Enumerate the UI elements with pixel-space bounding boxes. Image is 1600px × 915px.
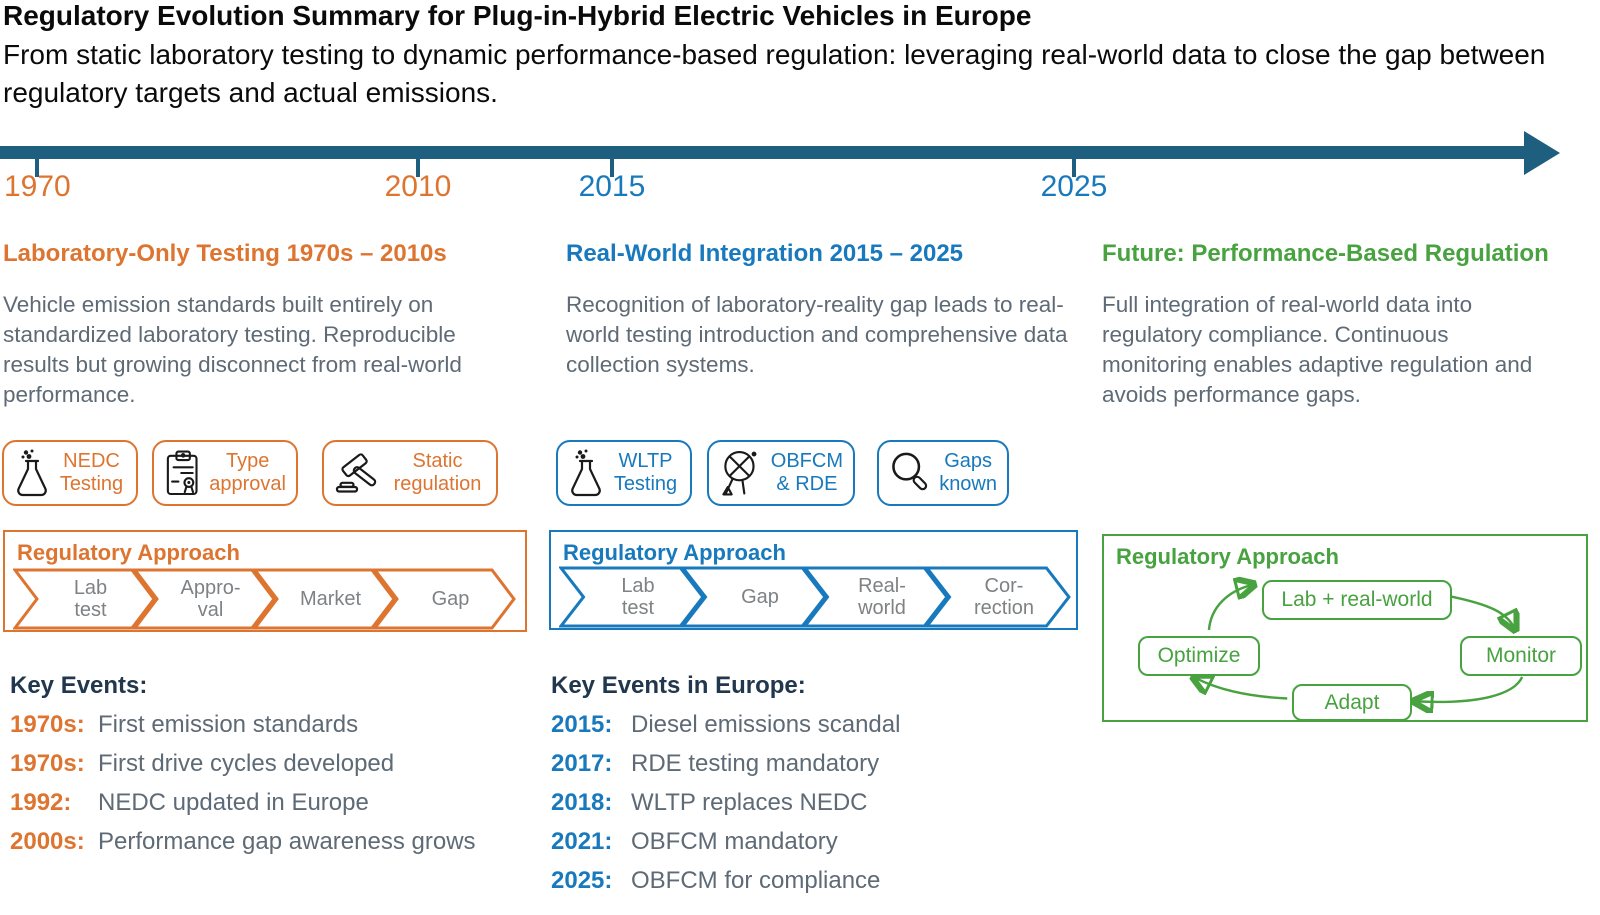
- event-year: 2015:: [551, 711, 613, 738]
- col2-events-heading: Key Events in Europe:: [551, 672, 806, 699]
- event-text: RDE testing mandatory: [631, 750, 880, 777]
- event-text: OBFCM mandatory: [631, 828, 838, 855]
- col3-body: Full integration of real-world data into…: [1102, 292, 1533, 407]
- arrow-optimize-to-lab: [1207, 585, 1252, 631]
- col1-events-heading: Key Events:: [10, 672, 148, 699]
- approach-step: Gap: [373, 568, 518, 630]
- cycle-arrows: [1104, 536, 1524, 720]
- event-item: 2017: RDE testing mandatory: [551, 751, 900, 777]
- badge-nedc-testing: NEDC Testing: [2, 440, 138, 506]
- approach-step-label: Gap: [741, 586, 779, 608]
- badge-label: Gaps known: [939, 450, 997, 495]
- approach-step-label: Lab test: [621, 575, 655, 619]
- badge-label: NEDC Testing: [59, 450, 124, 495]
- arrow-lab-to-monitor: [1451, 595, 1515, 628]
- badge-label: OBFCM & RDE: [770, 450, 843, 495]
- badge-obfcm-rde: OBFCM & RDE: [707, 440, 855, 506]
- badge-static-regulation: Static regulation: [322, 440, 498, 506]
- timeline-year-2025: 2025: [1040, 170, 1108, 203]
- event-year: 1992:: [10, 789, 72, 816]
- event-text: NEDC updated in Europe: [98, 789, 369, 816]
- event-text: First drive cycles developed: [98, 750, 395, 777]
- approach-step: Cor- rection: [925, 566, 1073, 628]
- event-item: 1970s: First emission standards: [10, 712, 476, 738]
- timeline-year-1970: 1970: [4, 170, 71, 203]
- col2-approach-box: Regulatory Approach Lab test Gap Real- w…: [549, 530, 1078, 630]
- event-item: 2000s: Performance gap awareness grows: [10, 829, 476, 855]
- event-text: Diesel emissions scandal: [631, 711, 901, 738]
- col2-events-list: 2015: Diesel emissions scandal 2017: RDE t…: [551, 712, 900, 894]
- col2-body: Recognition of laboratory-reality gap le…: [566, 292, 1068, 377]
- col1-body: Vehicle emission standards built entirel…: [3, 292, 462, 407]
- magnifier-icon: [892, 452, 928, 491]
- event-item: 2021: OBFCM mandatory: [551, 829, 900, 855]
- event-year: 1970s:: [10, 750, 85, 777]
- flask-icon: [571, 449, 601, 497]
- event-text: WLTP replaces NEDC: [631, 789, 868, 816]
- page-subtitle: From static laboratory testing to dynami…: [3, 39, 1546, 108]
- page-title: Regulatory Evolution Summary for Plug-in…: [3, 0, 1032, 31]
- event-year: 2025:: [551, 867, 613, 894]
- col3-heading: Future: Performance-Based Regulation: [1102, 240, 1549, 267]
- cycle-node-monitor: Monitor: [1460, 636, 1582, 676]
- event-item: 1992: NEDC updated in Europe: [10, 790, 476, 816]
- flask-icon: [17, 449, 47, 497]
- approach-title: Regulatory Approach: [563, 540, 786, 565]
- approach-step-label: Real- world: [858, 575, 906, 619]
- approach-step-label: Gap: [431, 588, 470, 610]
- approach-step-label: Cor- rection: [973, 575, 1035, 619]
- event-text: OBFCM for compliance: [631, 867, 881, 894]
- satellite-dish-icon: [722, 451, 757, 496]
- approach-title: Regulatory Approach: [1116, 544, 1339, 569]
- approach-step-label: Lab test: [73, 577, 108, 621]
- col1-events-list: 1970s: First emission standards 1970s: Fir…: [10, 712, 476, 855]
- arrow-adapt-to-optimize: [1195, 678, 1288, 700]
- approach-step: Lab test: [559, 566, 707, 628]
- approach-step-label: Market: [299, 588, 362, 610]
- timeline-tick-1970: [35, 159, 39, 177]
- gavel-icon: [335, 453, 377, 493]
- approach-step-label: Appro- val: [180, 577, 241, 621]
- badge-wltp-testing: WLTP Testing: [556, 440, 692, 506]
- event-year: 2017:: [551, 750, 613, 777]
- badge-label: Type approval: [209, 450, 286, 495]
- approach-step: Lab test: [13, 568, 158, 630]
- col1-approach-box: Regulatory Approach Lab test Appro- val …: [3, 530, 527, 632]
- event-text: Performance gap awareness grows: [98, 828, 476, 855]
- event-item: 1970s: First drive cycles developed: [10, 751, 476, 777]
- arrow-monitor-to-adapt: [1416, 676, 1524, 702]
- badge-type-approval: Type approval: [152, 440, 298, 506]
- badge-gaps-known: Gaps known: [877, 440, 1009, 506]
- event-year: 2018:: [551, 789, 613, 816]
- approach-title: Regulatory Approach: [17, 540, 240, 565]
- event-year: 2000s:: [10, 828, 85, 855]
- col2-heading: Real-World Integration 2015 – 2025: [566, 240, 964, 267]
- approach-step: Market: [253, 568, 398, 630]
- timeline-year-2010: 2010: [384, 170, 452, 203]
- timeline-bar: [0, 146, 1524, 159]
- event-year: 1970s:: [10, 711, 85, 738]
- event-text: First emission standards: [98, 711, 359, 738]
- timeline-tick-2025: [1072, 159, 1076, 177]
- col1-heading: Laboratory-Only Testing 1970s – 2010s: [3, 240, 447, 267]
- col3-approach-box: Regulatory Approach Lab + real-world Mon…: [1102, 534, 1588, 722]
- badge-label: WLTP Testing: [613, 450, 678, 495]
- badge-label: Static regulation: [393, 450, 482, 495]
- certificate-icon: [166, 450, 198, 496]
- cycle-node-adapt: Adapt: [1292, 684, 1412, 721]
- event-item: 2025: OBFCM for compliance: [551, 868, 900, 894]
- event-item: 2018: WLTP replaces NEDC: [551, 790, 900, 816]
- timeline-year-2015: 2015: [578, 170, 646, 203]
- approach-step: Gap: [681, 566, 829, 628]
- cycle-node-lab-real-world: Lab + real-world: [1262, 580, 1452, 620]
- timeline-tick-2010: [416, 159, 420, 177]
- timeline-tick-2015: [610, 159, 614, 177]
- event-item: 2015: Diesel emissions scandal: [551, 712, 900, 738]
- cycle-node-optimize: Optimize: [1138, 636, 1260, 676]
- approach-step: Real- world: [803, 566, 951, 628]
- event-year: 2021:: [551, 828, 613, 855]
- timeline-arrowhead-icon: [1524, 131, 1560, 175]
- approach-step: Appro- val: [133, 568, 278, 630]
